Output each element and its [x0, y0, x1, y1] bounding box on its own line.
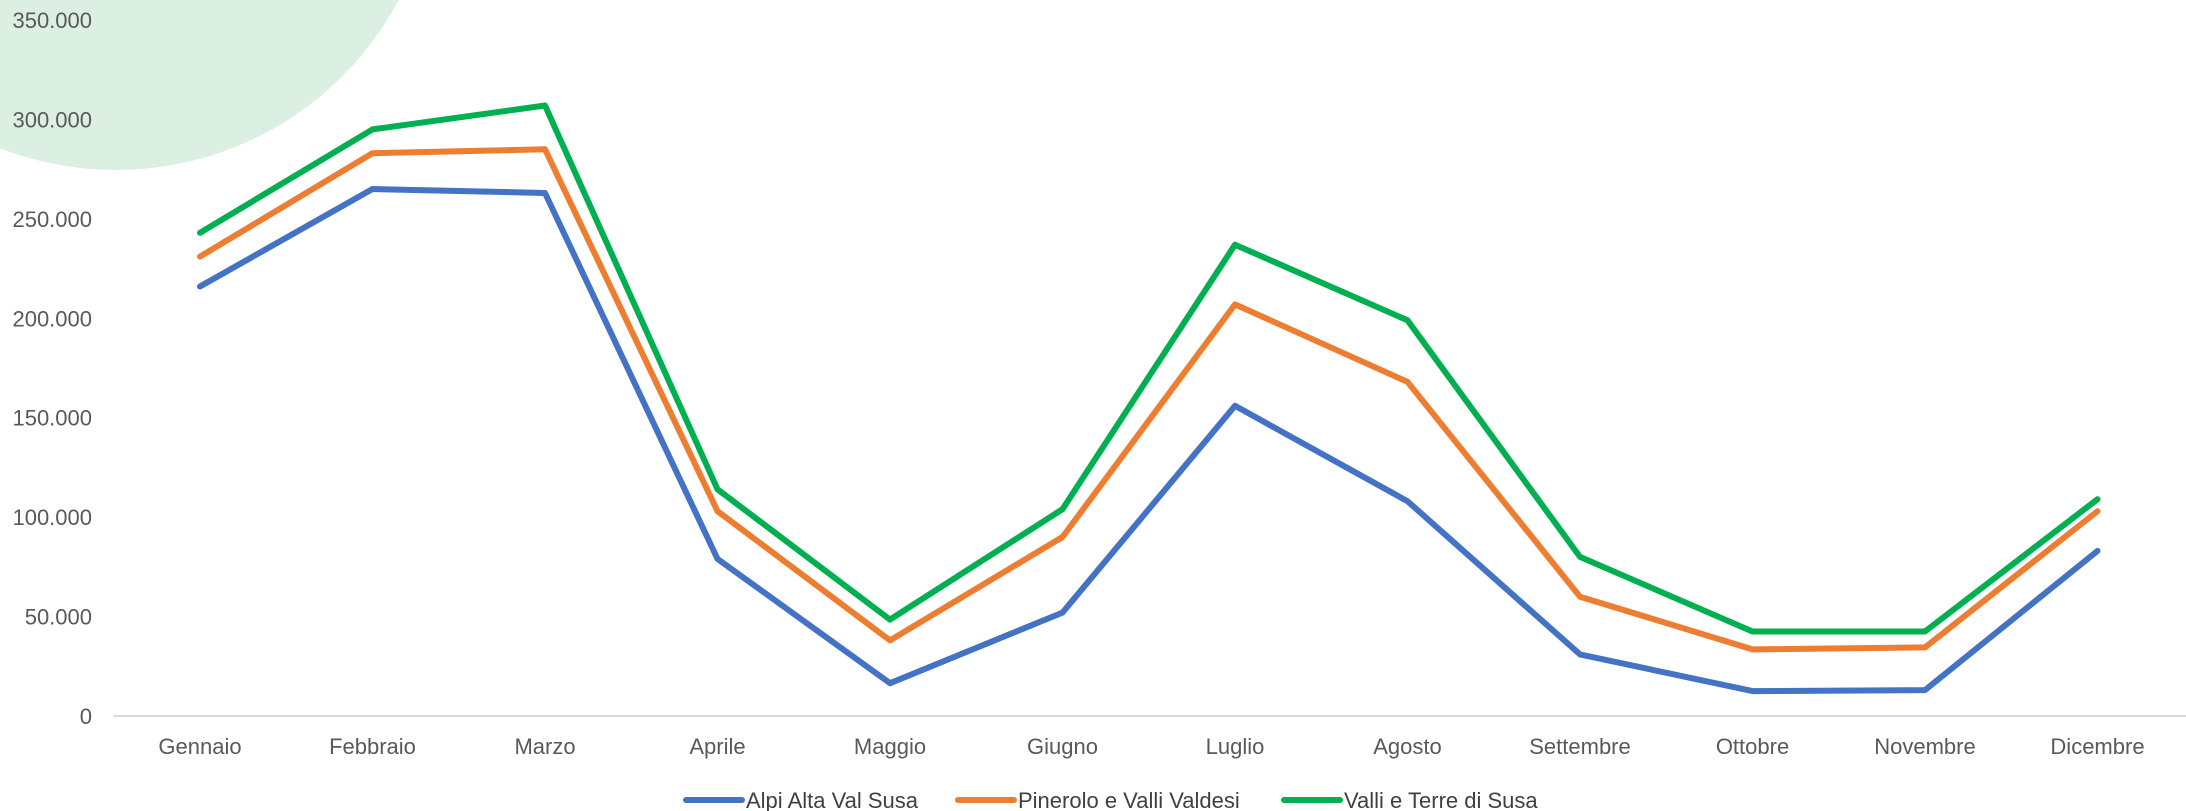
series-line-1 — [197, 186, 2101, 695]
x-tick-label: Ottobre — [1716, 734, 1789, 759]
x-tick-label: Marzo — [514, 734, 575, 759]
y-axis-ticks: 0 50.000 100.000 150.000 200.000 250.000 300.0… — [12, 8, 92, 729]
y-tick-label: 300.000 — [12, 107, 92, 132]
y-tick-label: 0 — [80, 704, 92, 729]
y-tick-label: 50.000 — [25, 605, 92, 630]
y-tick-label: 350.000 — [12, 8, 92, 33]
x-tick-label: Settembre — [1529, 734, 1631, 759]
x-tick-label: Gennaio — [158, 734, 241, 759]
legend-label-1: Alpi Alta Val Susa — [746, 788, 919, 811]
x-tick-label: Aprile — [689, 734, 745, 759]
series-lines — [197, 102, 2101, 695]
legend: Alpi Alta Val Susa Pinerolo e Valli Valde… — [683, 788, 1538, 811]
legend-label-3: Valli e Terre di Susa — [1344, 788, 1538, 811]
x-tick-label: Luglio — [1206, 734, 1265, 759]
x-tick-label: Agosto — [1373, 734, 1442, 759]
legend-label-2: Pinerolo e Valli Valdesi — [1018, 788, 1240, 811]
decorative-circle — [0, 0, 399, 170]
x-tick-label: Maggio — [854, 734, 926, 759]
y-tick-label: 250.000 — [12, 207, 92, 232]
y-tick-label: 150.000 — [12, 406, 92, 431]
x-tick-label: Novembre — [1874, 734, 1975, 759]
series-line-2 — [197, 146, 2101, 653]
y-tick-label: 100.000 — [12, 505, 92, 530]
x-tick-label: Giugno — [1027, 734, 1098, 759]
x-tick-label: Febbraio — [329, 734, 416, 759]
background-decoration — [0, 0, 399, 170]
x-axis: Gennaio Febbraio Marzo Aprile Maggio Giugno Lu… — [114, 715, 2186, 759]
x-tick-label: Dicembre — [2050, 734, 2144, 759]
series-line-3 — [197, 102, 2101, 635]
y-tick-label: 200.000 — [12, 306, 92, 331]
